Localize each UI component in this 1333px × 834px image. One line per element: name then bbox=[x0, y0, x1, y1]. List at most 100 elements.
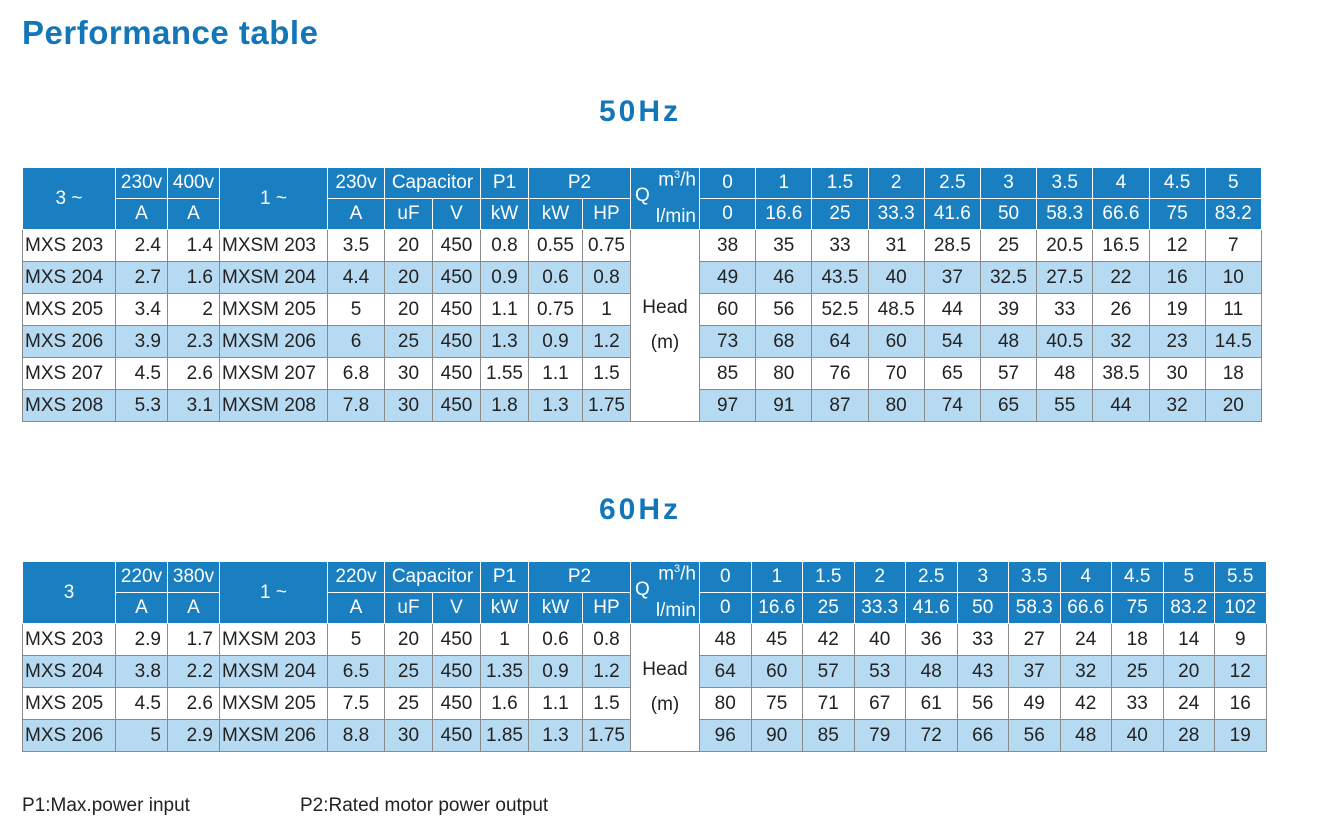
head-value: 96 bbox=[699, 719, 752, 752]
head-value: 31 bbox=[867, 229, 925, 262]
head-value: 68 bbox=[755, 325, 813, 358]
head-value: 33 bbox=[1111, 687, 1164, 720]
head-value: 40 bbox=[853, 623, 906, 656]
p1-kw-value: 1.85 bbox=[480, 719, 529, 752]
head-value: 87 bbox=[811, 389, 869, 422]
head-value: 18 bbox=[1111, 623, 1164, 656]
p1-kw-value: 1.55 bbox=[480, 357, 529, 390]
unit-m3h-base: m bbox=[658, 563, 675, 585]
flow-lmin-value: 16.6 bbox=[755, 198, 813, 230]
flow-lmin-value: 41.6 bbox=[905, 592, 958, 624]
current-value: 2.6 bbox=[167, 687, 220, 720]
current-value: 6.8 bbox=[327, 357, 385, 390]
head-value: 80 bbox=[867, 389, 925, 422]
head-value: 16.5 bbox=[1092, 229, 1150, 262]
capacitor-voltage-value: 450 bbox=[432, 389, 481, 422]
p1-kw-value: 1.35 bbox=[480, 655, 529, 688]
model-single-phase: MXSM 204 bbox=[219, 655, 328, 688]
model-three-phase: MXS 206 bbox=[22, 719, 116, 752]
p2-hp-value: 0.8 bbox=[582, 623, 631, 656]
unit-m3h-superscript: 3 bbox=[674, 169, 681, 181]
header-unit: A bbox=[115, 198, 168, 230]
current-value: 7.5 bbox=[327, 687, 385, 720]
unit-m3h-superscript: 3 bbox=[674, 563, 681, 575]
footnote-p2: P2:Rated motor power output bbox=[300, 795, 549, 816]
current-value: 2.9 bbox=[167, 719, 220, 752]
head-value: 55 bbox=[1036, 389, 1094, 422]
model-single-phase: MXSM 206 bbox=[219, 325, 328, 358]
head-value: 33 bbox=[1036, 293, 1094, 326]
flow-lmin-value: 25 bbox=[802, 592, 855, 624]
flow-m3h-value: 2.5 bbox=[905, 561, 958, 593]
head-value: 54 bbox=[923, 325, 981, 358]
header-voltage: 220v bbox=[115, 561, 168, 593]
p2-kw-value: 0.9 bbox=[528, 325, 583, 358]
p2-hp-value: 1.2 bbox=[582, 325, 631, 358]
head-value: 28 bbox=[1162, 719, 1215, 752]
head-value: 37 bbox=[923, 261, 981, 294]
head-value: 45 bbox=[750, 623, 803, 656]
head-value: 70 bbox=[867, 357, 925, 390]
head-value: 46 bbox=[755, 261, 813, 294]
flow-m3h-value: 1.5 bbox=[811, 167, 869, 199]
head-value: 27.5 bbox=[1036, 261, 1094, 294]
model-single-phase: MXSM 204 bbox=[219, 261, 328, 294]
model-three-phase: MXS 206 bbox=[22, 325, 116, 358]
model-three-phase: MXS 208 bbox=[22, 389, 116, 422]
p2-kw-value: 0.55 bbox=[528, 229, 583, 262]
head-label-cell: Head (m) bbox=[630, 623, 700, 752]
header-voltage: 380v bbox=[167, 561, 220, 593]
capacitor-uf-value: 25 bbox=[384, 325, 433, 358]
header-unit: A bbox=[167, 592, 220, 624]
head-value: 57 bbox=[979, 357, 1038, 390]
current-value: 3.9 bbox=[115, 325, 168, 358]
unit-m3h: m3/h bbox=[658, 169, 696, 191]
flow-m3h-value: 2.5 bbox=[923, 167, 981, 199]
p1-kw-value: 1.3 bbox=[480, 325, 529, 358]
p2-kw-value: 0.6 bbox=[528, 261, 583, 294]
header-unit: HP bbox=[582, 592, 631, 624]
header-unit: kW bbox=[528, 592, 583, 624]
current-value: 4.5 bbox=[115, 357, 168, 390]
flow-lmin-value: 25 bbox=[811, 198, 869, 230]
current-value: 4.5 bbox=[115, 687, 168, 720]
unit-m3h-base: m bbox=[658, 169, 675, 191]
flow-m3h-value: 3.5 bbox=[1036, 167, 1094, 199]
table-row: MXS 207 4.5 2.6 MXSM 207 6.8 30 450 1.55 1.1 1.5 8… bbox=[22, 357, 1262, 390]
flow-lmin-value: 50 bbox=[979, 198, 1038, 230]
flow-m3h-value: 3 bbox=[956, 561, 1009, 593]
table-row: MXS 203 2.4 1.4 MXSM 203 3.5 20 450 0.8 0.55 0.75… bbox=[22, 229, 1262, 422]
table-row: MXS 206 5 2.9 MXSM 206 8.8 30 450 1.85 1.3 1.75 96… bbox=[22, 719, 1267, 752]
head-value: 28.5 bbox=[923, 229, 981, 262]
head-value: 32 bbox=[1059, 655, 1112, 688]
head-value: 35 bbox=[755, 229, 813, 262]
flow-lmin-value: 83.2 bbox=[1204, 198, 1262, 230]
flow-m3h-value: 5 bbox=[1162, 561, 1215, 593]
capacitor-uf-value: 20 bbox=[384, 293, 433, 326]
head-label-cell: Head (m) bbox=[630, 229, 700, 422]
head-value: 25 bbox=[1111, 655, 1164, 688]
unit-m3h-tail: /h bbox=[680, 563, 696, 585]
head-value: 66 bbox=[956, 719, 1009, 752]
capacitor-voltage-value: 450 bbox=[432, 325, 481, 358]
head-value: 40 bbox=[1111, 719, 1164, 752]
head-value: 43.5 bbox=[811, 261, 869, 294]
p1-kw-value: 1.1 bbox=[480, 293, 529, 326]
flow-lmin-value: 16.6 bbox=[750, 592, 803, 624]
header-unit: uF bbox=[384, 198, 433, 230]
p2-kw-value: 0.75 bbox=[528, 293, 583, 326]
current-value: 2.2 bbox=[167, 655, 220, 688]
current-value: 5.3 bbox=[115, 389, 168, 422]
head-value: 60 bbox=[750, 655, 803, 688]
head-value: 91 bbox=[755, 389, 813, 422]
flow-lmin-value: 33.3 bbox=[853, 592, 906, 624]
p2-hp-value: 0.8 bbox=[582, 261, 631, 294]
model-single-phase: MXSM 205 bbox=[219, 293, 328, 326]
head-value: 53 bbox=[853, 655, 906, 688]
model-single-phase: MXSM 207 bbox=[219, 357, 328, 390]
head-value: 48 bbox=[699, 623, 752, 656]
header-voltage: 400v bbox=[167, 167, 220, 199]
header-unit: V bbox=[432, 592, 481, 624]
